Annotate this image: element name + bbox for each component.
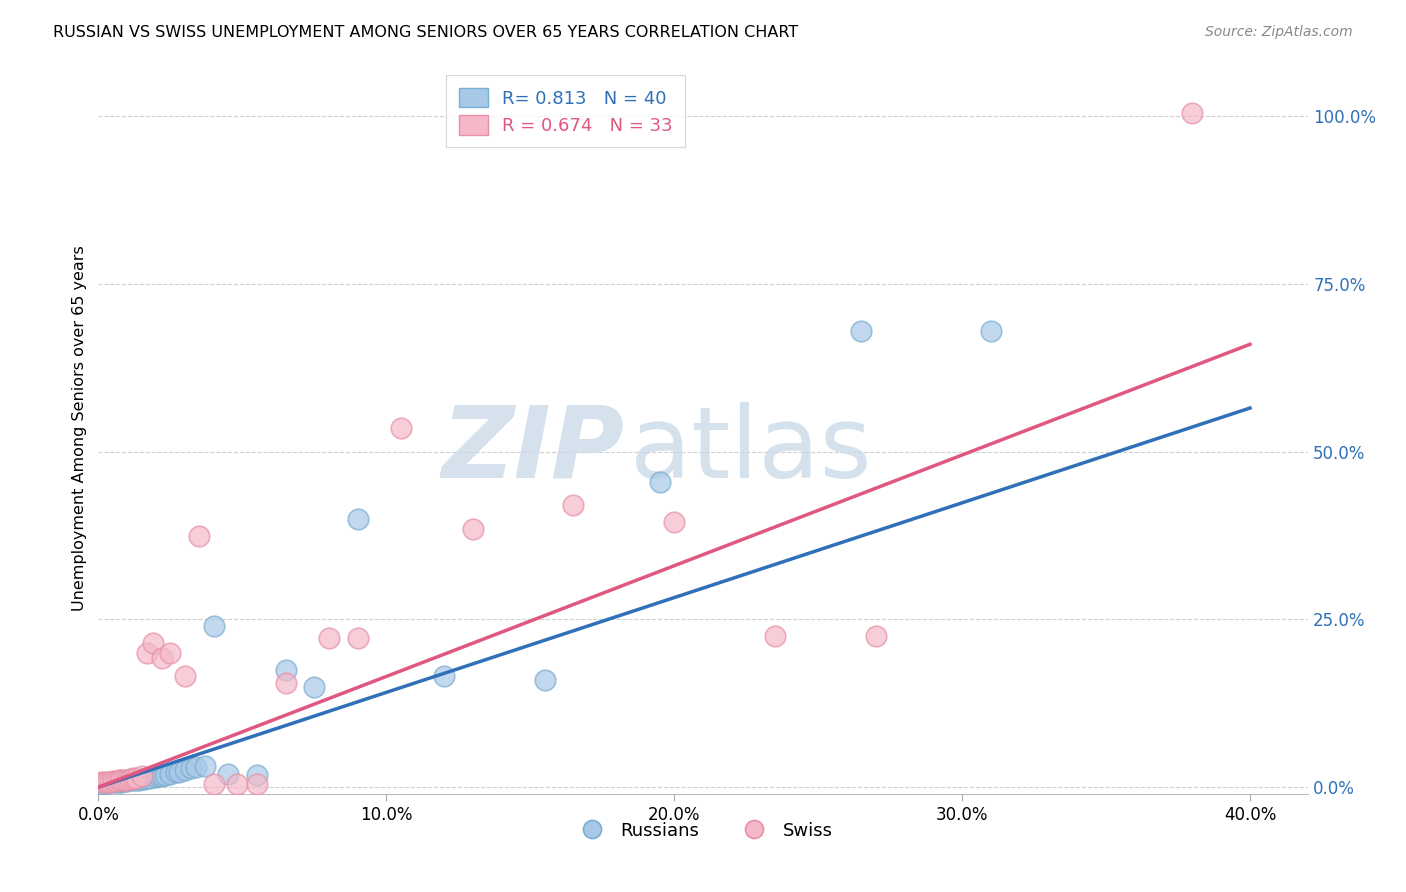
Point <box>112 772 135 787</box>
Point <box>98 775 121 789</box>
Point <box>202 777 225 791</box>
Point <box>93 775 115 789</box>
Legend: Russians, Swiss: Russians, Swiss <box>567 814 839 847</box>
Point <box>186 760 208 774</box>
Point <box>110 774 132 789</box>
Point <box>202 619 225 633</box>
Point <box>865 629 887 643</box>
Point <box>136 772 159 786</box>
Point <box>136 646 159 660</box>
Point <box>153 768 176 782</box>
Point <box>664 515 686 529</box>
Point <box>115 772 138 787</box>
Point <box>142 636 165 650</box>
Point <box>167 764 190 779</box>
Point <box>148 769 170 783</box>
Point <box>93 777 115 791</box>
Text: RUSSIAN VS SWISS UNEMPLOYMENT AMONG SENIORS OVER 65 YEARS CORRELATION CHART: RUSSIAN VS SWISS UNEMPLOYMENT AMONG SENI… <box>53 25 799 40</box>
Point <box>150 769 173 783</box>
Point <box>104 774 127 789</box>
Point <box>648 475 671 489</box>
Point <box>159 766 181 780</box>
Point <box>134 772 156 786</box>
Point <box>112 774 135 789</box>
Point <box>122 773 145 788</box>
Point <box>173 764 195 778</box>
Point <box>1181 105 1204 120</box>
Point <box>115 774 138 789</box>
Point <box>120 772 142 786</box>
Point <box>101 774 124 789</box>
Point <box>90 777 112 791</box>
Point <box>274 676 297 690</box>
Point <box>120 773 142 788</box>
Point <box>107 773 129 788</box>
Point <box>165 765 187 780</box>
Point <box>145 770 167 784</box>
Point <box>562 499 585 513</box>
Point <box>246 768 269 782</box>
Point <box>125 772 148 787</box>
Point <box>533 673 555 687</box>
Point <box>433 669 456 683</box>
Text: ZIP: ZIP <box>441 401 624 499</box>
Point <box>980 324 1002 338</box>
Point <box>346 631 368 645</box>
Point <box>96 776 118 790</box>
Y-axis label: Unemployment Among Seniors over 65 years: Unemployment Among Seniors over 65 years <box>72 245 87 611</box>
Point <box>128 772 150 787</box>
Point <box>194 758 217 772</box>
Point <box>107 774 129 789</box>
Point <box>131 772 153 786</box>
Point <box>225 777 247 791</box>
Point <box>188 528 211 542</box>
Point <box>98 774 121 789</box>
Point <box>763 629 786 643</box>
Point <box>131 769 153 783</box>
Point <box>461 522 484 536</box>
Point <box>96 774 118 789</box>
Point <box>217 766 239 780</box>
Point <box>104 774 127 789</box>
Point <box>110 773 132 788</box>
Point <box>125 771 148 785</box>
Point <box>101 775 124 789</box>
Point <box>389 421 412 435</box>
Point <box>122 772 145 786</box>
Text: Source: ZipAtlas.com: Source: ZipAtlas.com <box>1205 25 1353 39</box>
Point <box>246 777 269 791</box>
Point <box>139 772 162 786</box>
Point <box>180 761 202 775</box>
Point <box>159 646 181 660</box>
Point <box>318 631 340 645</box>
Text: atlas: atlas <box>630 401 872 499</box>
Point <box>346 512 368 526</box>
Point <box>150 651 173 665</box>
Point <box>274 663 297 677</box>
Point <box>173 669 195 683</box>
Point <box>90 775 112 789</box>
Point <box>304 680 326 694</box>
Point <box>851 324 873 338</box>
